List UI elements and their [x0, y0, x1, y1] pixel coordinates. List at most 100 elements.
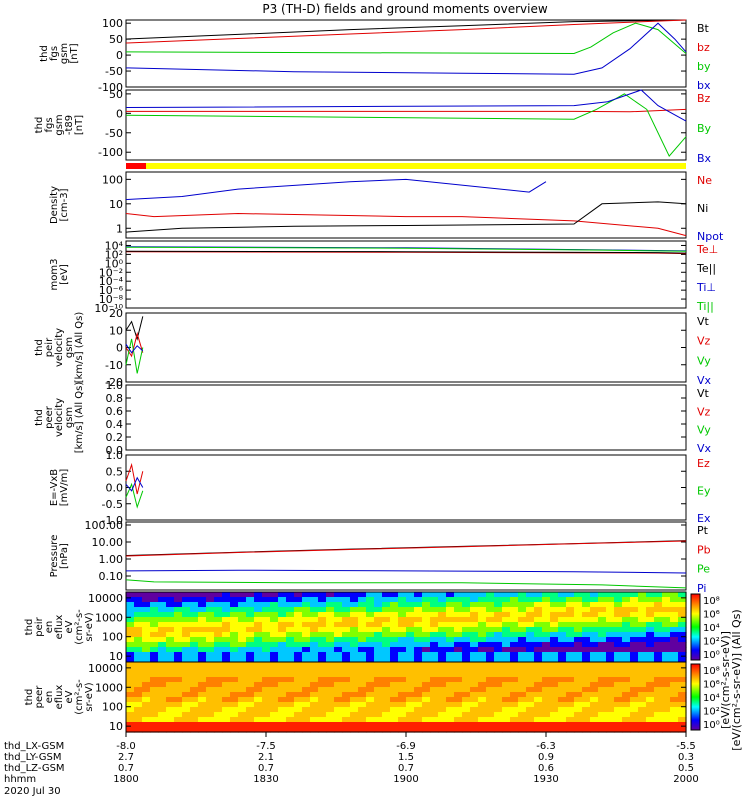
heat-cell	[582, 607, 591, 613]
y-tick-label: 1.0	[106, 449, 124, 462]
heat-cell	[390, 607, 399, 613]
heat-cell	[190, 637, 199, 643]
heat-cell	[334, 627, 343, 633]
heat-cell	[174, 667, 183, 673]
colorbar	[690, 663, 701, 731]
heat-cell	[430, 722, 439, 728]
heat-cell	[662, 592, 671, 598]
heat-cell	[574, 637, 583, 643]
heat-cell	[662, 637, 671, 643]
heat-cell	[222, 687, 231, 693]
heat-cell	[182, 612, 191, 618]
heat-cell	[246, 592, 255, 598]
heat-cell	[558, 662, 567, 668]
heat-cell	[614, 652, 623, 658]
heat-cell	[478, 617, 487, 623]
heat-cell	[614, 632, 623, 638]
heat-cell	[342, 627, 351, 633]
heat-cell	[190, 667, 199, 673]
heat-cell	[190, 652, 199, 658]
heat-cell	[126, 722, 135, 728]
heat-cell	[254, 677, 263, 683]
heat-cell	[614, 722, 623, 728]
heat-cell	[166, 647, 175, 653]
heat-cell	[222, 647, 231, 653]
heat-cell	[518, 667, 527, 673]
heat-cell	[134, 632, 143, 638]
heat-cell	[678, 682, 687, 688]
heat-cell	[670, 702, 679, 708]
heat-cell	[486, 667, 495, 673]
heat-cell	[606, 592, 615, 598]
heat-cell	[670, 632, 679, 638]
heat-cell	[446, 697, 455, 703]
heat-cell	[214, 617, 223, 623]
heat-cell	[326, 697, 335, 703]
heat-cell	[222, 692, 231, 698]
heat-cell	[150, 667, 159, 673]
heat-cell	[174, 637, 183, 643]
heat-cell	[278, 707, 287, 713]
heat-cell	[598, 627, 607, 633]
heat-cell	[542, 647, 551, 653]
heat-cell	[382, 612, 391, 618]
heat-cell	[310, 607, 319, 613]
heat-cell	[390, 672, 399, 678]
heat-cell	[574, 692, 583, 698]
heat-cell	[486, 627, 495, 633]
heat-cell	[614, 707, 623, 713]
heat-cell	[646, 632, 655, 638]
legend-By: By	[697, 122, 712, 135]
heat-cell	[310, 707, 319, 713]
heat-cell	[494, 677, 503, 683]
heat-cell	[590, 707, 599, 713]
heat-cell	[174, 692, 183, 698]
heat-cell	[534, 682, 543, 688]
heat-cell	[646, 692, 655, 698]
heat-cell	[590, 602, 599, 608]
heat-cell	[382, 677, 391, 683]
heat-cell	[638, 642, 647, 648]
heat-cell	[358, 727, 367, 733]
heat-cell	[478, 692, 487, 698]
heat-cell	[670, 597, 679, 603]
heat-cell	[430, 677, 439, 683]
heat-cell	[326, 662, 335, 668]
heat-cell	[630, 602, 639, 608]
heat-cell	[342, 652, 351, 658]
heat-cell	[438, 717, 447, 723]
series-Pi	[125, 569, 687, 574]
heat-cell	[134, 627, 143, 633]
y-axis-label: en	[44, 691, 55, 704]
heat-cell	[566, 657, 575, 663]
heat-cell	[230, 697, 239, 703]
heat-cell	[598, 637, 607, 643]
heat-cell	[406, 692, 415, 698]
heat-cell	[494, 672, 503, 678]
heat-cell	[358, 632, 367, 638]
heat-cell	[526, 672, 535, 678]
heat-cell	[398, 657, 407, 663]
heat-cell	[406, 697, 415, 703]
heat-cell	[182, 712, 191, 718]
date-label: 2020 Jul 30	[4, 786, 61, 797]
heat-cell	[646, 597, 655, 603]
heat-cell	[222, 717, 231, 723]
heat-cell	[438, 642, 447, 648]
heat-cell	[550, 697, 559, 703]
heat-cell	[566, 612, 575, 618]
heat-cell	[166, 707, 175, 713]
heat-cell	[662, 667, 671, 673]
heat-cell	[142, 712, 151, 718]
heat-cell	[182, 727, 191, 733]
heat-cell	[662, 597, 671, 603]
heat-cell	[502, 642, 511, 648]
heat-cell	[214, 637, 223, 643]
heat-cell	[206, 627, 215, 633]
heat-cell	[662, 612, 671, 618]
heat-cell	[382, 592, 391, 598]
heat-cell	[590, 692, 599, 698]
heat-cell	[238, 712, 247, 718]
legend-Pt: Pt	[697, 524, 709, 537]
heat-cell	[422, 652, 431, 658]
